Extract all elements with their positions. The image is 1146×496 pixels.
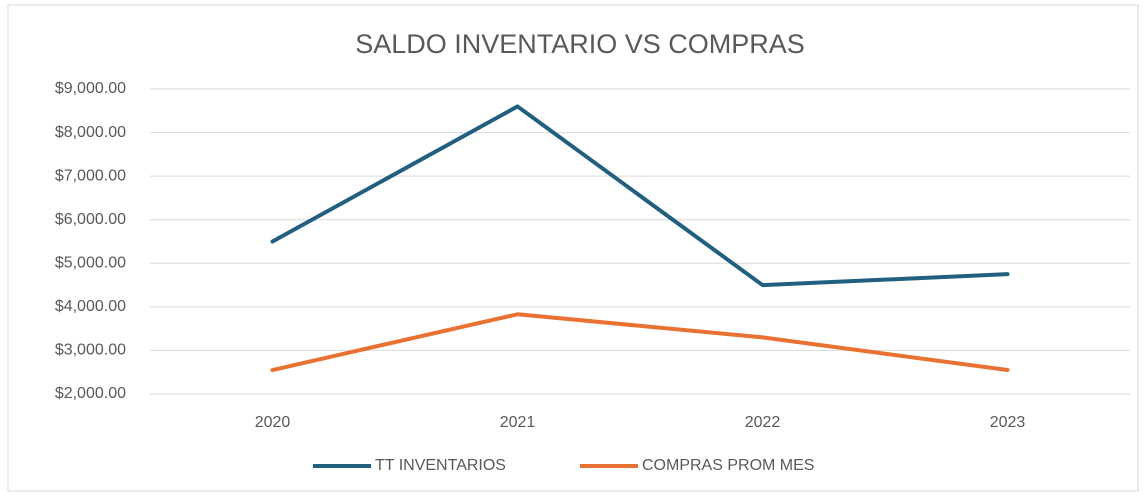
y-tick-label: $9,000.00 xyxy=(55,80,126,97)
y-tick-label: $4,000.00 xyxy=(55,298,126,315)
chart-frame xyxy=(7,4,1139,492)
legend-label: TT INVENTARIOS xyxy=(375,457,506,474)
y-tick-label: $7,000.00 xyxy=(55,167,126,184)
x-tick-label: 2023 xyxy=(990,414,1026,431)
x-tick-label: 2022 xyxy=(745,414,781,431)
legend-label: COMPRAS PROM MES xyxy=(642,457,814,474)
y-tick-label: $5,000.00 xyxy=(55,255,126,272)
y-tick-label: $8,000.00 xyxy=(55,124,126,141)
x-tick-label: 2021 xyxy=(500,414,536,431)
y-tick-label: $3,000.00 xyxy=(55,342,126,359)
x-tick-label: 2020 xyxy=(255,414,291,431)
data-line xyxy=(270,312,1010,373)
data-line xyxy=(270,104,1010,288)
y-tick-label: $2,000.00 xyxy=(55,385,126,402)
y-tick-label: $6,000.00 xyxy=(55,211,126,228)
chart-title: SALDO INVENTARIO VS COMPRAS xyxy=(355,29,805,59)
